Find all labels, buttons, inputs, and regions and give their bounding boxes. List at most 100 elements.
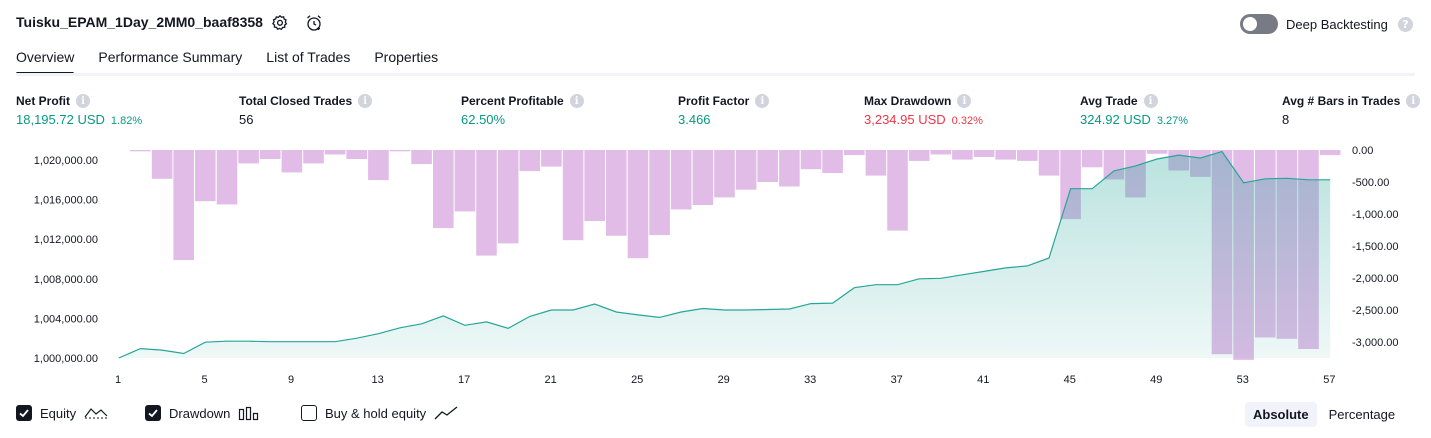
metric-label: Percent Profitable xyxy=(461,94,564,108)
equity-drawdown-chart[interactable]: 1,000,000.00 1,004,000.00 1,008,000.00 1,01… xyxy=(0,140,1431,395)
info-icon[interactable]: i xyxy=(358,94,373,108)
tab-overview[interactable]: Overview xyxy=(16,49,75,75)
drawdown-bar xyxy=(151,150,173,179)
drawdown-bar xyxy=(324,150,346,155)
drawdown-bar xyxy=(195,150,216,202)
drawdown-bar xyxy=(562,150,584,241)
legend-drawdown[interactable]: Drawdown xyxy=(145,405,260,421)
buy-hold-checkbox[interactable] xyxy=(301,405,317,421)
info-icon[interactable]: i xyxy=(957,94,972,108)
drawdown-bar xyxy=(649,150,670,236)
left-axis-tick: 1,004,000.00 xyxy=(34,313,98,325)
left-axis-tick: 1,020,000.00 xyxy=(34,155,98,167)
metric-value: 3.466 xyxy=(678,112,711,127)
right-axis-tick: -3,000.00 xyxy=(1352,337,1398,349)
x-axis-tick: 25 xyxy=(631,374,643,386)
left-axis-tick: 1,000,000.00 xyxy=(34,353,98,365)
x-axis-tick: 5 xyxy=(201,374,207,386)
metric-label: Profit Factor xyxy=(678,94,750,108)
tab-divider xyxy=(16,73,1415,76)
right-axis-tick: 0.00 xyxy=(1352,145,1373,157)
percentage-button[interactable]: Percentage xyxy=(1328,407,1396,422)
drawdown-bar xyxy=(130,150,151,152)
info-icon[interactable]: i xyxy=(569,94,584,108)
metric-value: 324.92 USD xyxy=(1080,112,1151,127)
drawdown-bar xyxy=(368,150,389,181)
left-axis-tick: 1,016,000.00 xyxy=(34,195,98,207)
drawdown-bar xyxy=(800,150,822,170)
metric-max-drawdown: Max Drawdown i 3,234.95 USD 0.32% xyxy=(864,94,983,127)
metric-label: Net Profit xyxy=(16,94,70,108)
legend-buy-hold-equity[interactable]: Buy & hold equity xyxy=(301,405,458,421)
drawdown-bar xyxy=(173,150,194,261)
drawdown-bar xyxy=(670,150,692,210)
drawdown-bar xyxy=(541,150,562,167)
drawdown-bar xyxy=(865,150,887,176)
legend-buy-hold-label: Buy & hold equity xyxy=(325,405,427,421)
absolute-button[interactable]: Absolute xyxy=(1245,402,1317,427)
equity-line-icon xyxy=(84,408,108,419)
drawdown-bar xyxy=(973,150,995,157)
metric-label: Avg Trade xyxy=(1080,94,1138,108)
drawdown-bar xyxy=(1081,150,1103,168)
equity-line xyxy=(118,150,1331,359)
buy-hold-line-icon xyxy=(434,406,458,420)
scale-toggle: Absolute Percentage xyxy=(1245,402,1403,427)
metric-value: 8 xyxy=(1282,112,1290,127)
info-icon[interactable]: i xyxy=(755,94,770,108)
drawdown-bar xyxy=(346,150,367,159)
alarm-clock-icon[interactable] xyxy=(304,13,324,33)
drawdown-bar xyxy=(389,150,411,152)
drawdown-bar xyxy=(822,150,843,173)
drawdown-bar xyxy=(259,150,281,159)
metric-percent: 3.27% xyxy=(1156,115,1189,127)
right-axis-tick: -1,500.00 xyxy=(1352,241,1398,253)
info-icon[interactable]: i xyxy=(76,94,90,108)
drawdown-bar xyxy=(303,150,324,164)
drawdown-bar xyxy=(519,150,541,172)
x-axis-tick: 57 xyxy=(1323,374,1335,386)
tab-list-of-trades[interactable]: List of Trades xyxy=(266,49,351,65)
drawdown-bar xyxy=(216,150,238,205)
drawdown-bar xyxy=(281,150,303,173)
metric-percent: 1.82% xyxy=(110,115,143,127)
metric-value: 62.50% xyxy=(461,112,506,127)
check-icon xyxy=(148,409,158,418)
x-axis-tick: 53 xyxy=(1237,374,1249,386)
x-axis-tick: 21 xyxy=(544,374,556,386)
right-axis-tick: -1,000.00 xyxy=(1352,209,1398,221)
tab-performance-summary[interactable]: Performance Summary xyxy=(98,49,243,65)
legend-equity[interactable]: Equity xyxy=(16,405,108,421)
equity-checkbox[interactable] xyxy=(16,405,32,421)
drawdown-bar xyxy=(476,150,497,256)
drawdown-bars-icon xyxy=(239,406,259,421)
drawdown-bar xyxy=(844,150,865,156)
x-axis-tick: 17 xyxy=(458,374,470,386)
legend-drawdown-label: Drawdown xyxy=(169,405,231,421)
tab-properties[interactable]: Properties xyxy=(374,49,439,65)
drawdown-bar xyxy=(714,150,735,198)
info-icon[interactable]: i xyxy=(1406,94,1421,108)
drawdown-bar xyxy=(454,150,476,212)
metric-total-closed-trades: Total Closed Trades i 56 xyxy=(239,94,373,127)
drawdown-bar xyxy=(497,150,519,244)
metric-value: 18,195.72 USD xyxy=(16,112,105,127)
x-axis-tick: 1 xyxy=(115,374,121,386)
settings-gear-icon[interactable] xyxy=(270,13,290,33)
drawdown-bar xyxy=(1146,150,1168,154)
deep-backtesting-toggle[interactable] xyxy=(1240,14,1278,34)
right-axis-tick: -2,000.00 xyxy=(1352,273,1398,285)
drawdown-bar xyxy=(433,150,454,229)
info-icon[interactable]: i xyxy=(1143,94,1158,108)
x-axis-tick: 9 xyxy=(288,374,294,386)
left-axis-tick: 1,008,000.00 xyxy=(34,274,98,286)
metric-label: Avg # Bars in Trades xyxy=(1282,94,1401,108)
metric-net-profit: Net Profit i 18,195.72 USD 1.82% xyxy=(16,94,142,127)
left-axis-tick: 1,012,000.00 xyxy=(34,234,98,246)
x-axis-tick: 37 xyxy=(891,374,903,386)
drawdown-checkbox[interactable] xyxy=(145,405,161,421)
tab-bar: Overview Performance Summary List of Tra… xyxy=(16,49,438,75)
metric-value: 3,234.95 USD xyxy=(864,112,946,127)
help-icon[interactable]: ? xyxy=(1398,17,1413,32)
drawdown-bar xyxy=(779,150,800,187)
